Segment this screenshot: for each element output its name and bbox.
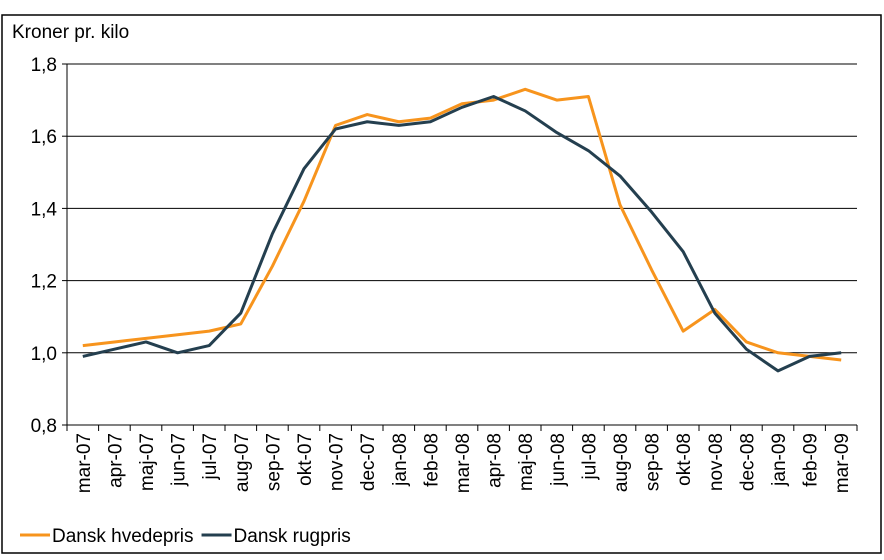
- x-tick-label: maj-08: [516, 433, 537, 491]
- y-tick-label: 1,2: [31, 272, 57, 293]
- x-tick-label: jan-09: [769, 433, 790, 487]
- x-tick-label: apr-08: [485, 433, 506, 488]
- y-axis-label: Kroner pr. kilo: [12, 22, 129, 43]
- x-tick-label: okt-07: [295, 433, 316, 486]
- legend-label: Dansk hvedepris: [52, 526, 194, 547]
- x-tick-label: jan-08: [390, 433, 411, 487]
- y-tick-label: 1,6: [31, 127, 57, 148]
- x-tick-label: nov-08: [706, 433, 727, 491]
- legend-label: Dansk rugpris: [234, 526, 351, 547]
- x-tick-label: jul-07: [200, 433, 221, 480]
- x-tick-label: mar-07: [74, 433, 95, 493]
- x-tick-label: jun-07: [169, 433, 190, 487]
- x-tick-label: dec-07: [358, 433, 379, 491]
- x-tick-label: dec-08: [737, 433, 758, 491]
- series-line: [82, 87, 842, 362]
- y-tick-label: 1,0: [31, 344, 57, 365]
- x-tick-label: apr-07: [105, 433, 126, 488]
- y-tick-label: 1,4: [31, 199, 58, 220]
- series-line: [82, 94, 842, 373]
- x-tick-label: maj-07: [137, 433, 158, 491]
- x-tick-label: aug-08: [611, 433, 632, 492]
- x-tick-label: aug-07: [232, 433, 253, 492]
- x-tick-label: sep-07: [263, 433, 284, 491]
- x-tick-label: okt-08: [674, 433, 695, 486]
- frame: [1, 14, 882, 554]
- x-tick-label: jul-08: [579, 433, 600, 480]
- x-tick-label: jun-08: [548, 433, 569, 487]
- x-tick-label: mar-08: [453, 433, 474, 493]
- x-tick-label: mar-09: [832, 433, 853, 493]
- x-tick-label: sep-08: [643, 433, 664, 491]
- x-tick-label: feb-08: [421, 433, 442, 487]
- y-tick-label: 1,8: [31, 55, 57, 76]
- y-tick-label: 0,8: [31, 416, 57, 437]
- x-tick-label: feb-09: [801, 433, 822, 487]
- x-tick-label: nov-07: [327, 433, 348, 491]
